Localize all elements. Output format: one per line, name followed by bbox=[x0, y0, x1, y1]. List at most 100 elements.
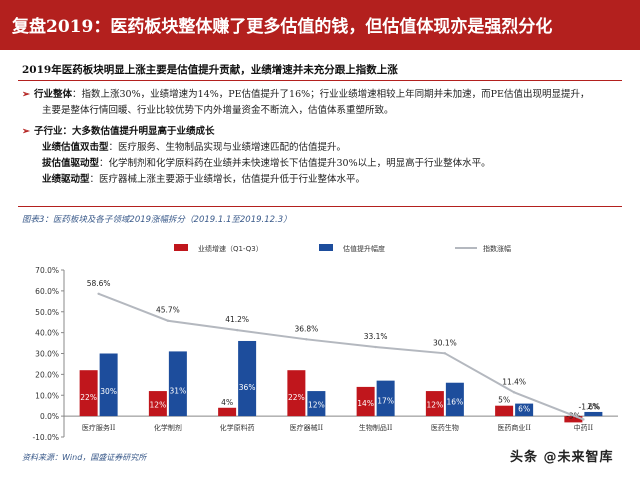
line-point bbox=[235, 328, 239, 332]
bar-data-label: 22% bbox=[80, 393, 97, 402]
bar-data-label: 16% bbox=[447, 397, 464, 406]
bar-data-label: 22% bbox=[288, 393, 305, 402]
y-tick-label: 40.0% bbox=[35, 329, 59, 338]
y-tick-label: 0.0% bbox=[40, 412, 59, 421]
divider-caption bbox=[18, 206, 622, 207]
bullet-subindustry: ➢ 子行业：大多数估值提升明显高于业绩成长 bbox=[22, 125, 214, 138]
legend-label: 估值提升幅度 bbox=[343, 244, 385, 253]
line-point bbox=[582, 418, 585, 421]
figure-caption: 图表3：医药板块及各子领域2019涨幅拆分（2019.1.1至2019.12.3… bbox=[22, 215, 292, 225]
y-tick-label: -10.0% bbox=[32, 433, 59, 442]
chart-legend: 业绩增速（Q1-Q3） 估值提升幅度 指数涨幅 bbox=[174, 244, 511, 253]
bullet-industry-text-1: ：指数上涨30%，业绩增速为14%，PE估值提升了16%；行业业绩增速相较上年同… bbox=[71, 89, 590, 100]
bar-data-label: 4% bbox=[221, 398, 233, 407]
bar bbox=[425, 391, 444, 417]
bullet-subindustry-text: 子行业：大多数估值提升明显高于业绩成长 bbox=[33, 126, 215, 137]
bullet-industry-label: 行业整体 bbox=[33, 89, 72, 100]
bar-data-label: 6% bbox=[518, 405, 530, 414]
x-category-label: 医药生物 bbox=[431, 423, 459, 432]
bullet-arrow-icon: ➢ bbox=[22, 89, 30, 100]
page-title: 复盘2019：医药板块整体赚了更多估值的钱，但估值体现亦是强烈分化 bbox=[12, 17, 553, 37]
bar-data-label: 12% bbox=[427, 400, 444, 409]
y-tick-label: 20.0% bbox=[35, 370, 59, 379]
bullet-industry-text-2: 主要是整体行情回暖、行业比较优势下内外增量资金不断流入，估值体系重塑所致。 bbox=[42, 105, 394, 116]
header-banner: 复盘2019：医药板块整体赚了更多估值的钱，但估值体现亦是强烈分化 bbox=[0, 0, 640, 50]
bar-data-label: 2% bbox=[587, 402, 599, 411]
sub-bullet-valuation: 拔估值驱动型：化学制剂和化学原料药在业绩并未快速增长下估值提升30%以上，明显高… bbox=[42, 157, 491, 170]
sub-bullet-earnings-label: 业绩驱动型 bbox=[42, 174, 90, 185]
sub-bullet-earnings: 业绩驱动型：医疗器械上涨主要源于业绩增长，估值提升低于行业整体水平。 bbox=[42, 173, 365, 186]
bar bbox=[584, 411, 603, 417]
line-point bbox=[305, 338, 308, 341]
bar-data-label: 14% bbox=[357, 399, 374, 408]
x-category-label: 生物制品II bbox=[359, 423, 393, 432]
line-data-label: 33.1% bbox=[364, 332, 388, 341]
y-tick-label: 30.0% bbox=[35, 350, 59, 359]
x-category-label: 医疗服务II bbox=[82, 423, 116, 432]
line-point bbox=[443, 352, 447, 355]
y-tick-label: 60.0% bbox=[35, 287, 59, 296]
line-data-label: 30.1% bbox=[433, 338, 457, 347]
x-category-label: 医药商业II bbox=[497, 423, 531, 432]
bar-data-label: 12% bbox=[308, 400, 325, 409]
bar-data-label: 36% bbox=[239, 383, 256, 392]
line-point bbox=[166, 319, 170, 322]
line-point bbox=[512, 391, 516, 394]
x-category-label: 化学原料药 bbox=[220, 423, 255, 432]
x-category-label: 化学制剂 bbox=[154, 423, 182, 432]
line-data-label: 11.4% bbox=[502, 377, 526, 386]
sub-bullet-double-text: ：医疗服务、生物制品实现与业绩增速匹配的估值提升。 bbox=[108, 142, 347, 153]
index-line bbox=[98, 292, 584, 421]
legend-swatch bbox=[174, 244, 188, 251]
bar-data-label: 31% bbox=[170, 386, 187, 395]
line-data-label: 45.7% bbox=[156, 306, 180, 315]
bar bbox=[238, 340, 257, 417]
bar bbox=[99, 353, 118, 417]
line-data-label: 36.8% bbox=[294, 324, 318, 333]
bullet-industry: ➢ 行业整体：指数上涨30%，业绩增速为14%，PE估值提升了16%；行业业绩增速… bbox=[22, 88, 590, 101]
line-point bbox=[97, 292, 100, 295]
x-category-label: 医疗器械II bbox=[290, 423, 324, 432]
sub-bullet-earnings-text: ：医疗器械上涨主要源于业绩增长，估值提升低于行业整体水平。 bbox=[89, 174, 366, 185]
bar-data-label: 5% bbox=[498, 396, 510, 405]
legend-swatch bbox=[319, 244, 333, 251]
bar bbox=[564, 416, 583, 423]
bar bbox=[515, 403, 534, 417]
bar-group: 22%12% 4%22%14% 12%5%-3%30% 31% 36%12% 17% 16%… bbox=[79, 340, 603, 423]
sub-bullet-valuation-text: ：化学制剂和化学原料药在业绩并未快速增长下估值提升30%以上，明显高于行业整体水… bbox=[99, 158, 491, 169]
divider-top bbox=[18, 80, 622, 81]
section-subhead: 2019年医药板块明显上涨主要是估值提升贡献，业绩增速并未充分跟上指数上涨 bbox=[22, 64, 398, 76]
bar bbox=[218, 407, 237, 417]
bar bbox=[287, 370, 306, 417]
y-tick-label: 10.0% bbox=[35, 391, 59, 400]
bullet-arrow-icon: ➢ bbox=[22, 126, 30, 137]
line-point bbox=[374, 345, 377, 349]
x-axis-labels: 医疗服务II 化学制剂 化学原料药 医疗器械II 生物制品II 医药生物 医药商业II 中药I… bbox=[82, 423, 594, 432]
bar bbox=[307, 391, 326, 417]
sub-bullet-valuation-label: 拔估值驱动型 bbox=[42, 158, 100, 169]
bar bbox=[495, 405, 514, 417]
bar bbox=[356, 386, 375, 417]
bar bbox=[148, 391, 167, 417]
sub-bullet-double: 业绩估值双击型：医疗服务、生物制品实现与业绩增速匹配的估值提升。 bbox=[42, 141, 346, 154]
x-category-label: 中药II bbox=[574, 423, 594, 432]
bar-data-label: 30% bbox=[100, 387, 117, 396]
line-data-label: 41.2% bbox=[225, 315, 249, 324]
bar bbox=[445, 382, 464, 417]
bar bbox=[79, 370, 98, 417]
bar-data-label: 12% bbox=[150, 400, 167, 409]
line-data-label: 58.6% bbox=[87, 279, 111, 288]
bar bbox=[376, 380, 395, 417]
line-series: 58.6% 45.7% 41.2% 36.8% 33.1% 30.1% 11.4% -1.6% bbox=[87, 279, 600, 421]
y-tick-label: 70.0% bbox=[35, 266, 59, 275]
legend-label: 指数涨幅 bbox=[483, 244, 511, 253]
watermark: 头条 @未来智库 bbox=[510, 450, 614, 465]
line-data-label: -1.6% bbox=[578, 402, 600, 411]
bar-data-label: 17% bbox=[377, 397, 394, 406]
bar bbox=[168, 351, 187, 417]
sub-bullet-double-label: 业绩估值双击型 bbox=[42, 142, 109, 153]
y-tick-label: 50.0% bbox=[35, 308, 59, 317]
legend-label: 业绩增速（Q1-Q3） bbox=[198, 244, 263, 253]
source-note: 资料来源：Wind，国盛证券研究所 bbox=[22, 453, 147, 462]
